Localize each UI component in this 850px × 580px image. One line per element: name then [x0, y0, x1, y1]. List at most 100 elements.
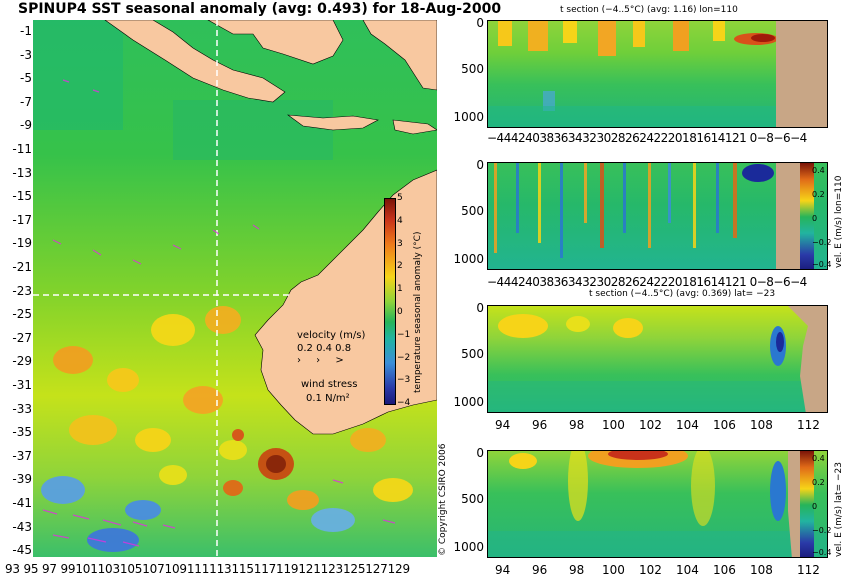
x-tick: 96 — [532, 563, 548, 577]
lat-tick: -27 — [12, 330, 32, 345]
panel3-title: t section (−4..5°C) (avg: 0.369) lat= −2… — [589, 289, 776, 299]
x-tick: 100 — [602, 418, 625, 432]
lat-tick: -31 — [12, 378, 32, 392]
y-tick: 500 — [461, 62, 484, 76]
panel3-x-axis: 94 96 98 100 102 104 106 108 110 112 — [487, 418, 828, 434]
colorbar-tick: 0.4 — [812, 454, 825, 463]
y-tick: 0 — [476, 446, 484, 460]
lat-tick: -23 — [12, 283, 32, 298]
y-tick: 500 — [461, 492, 484, 506]
lat-tick: -9 — [20, 118, 32, 133]
y-tick: 0 — [476, 16, 484, 30]
lat-tick: -15 — [12, 189, 32, 204]
lat-tick: -41 — [12, 496, 32, 510]
colorbar-tick: 4 — [397, 215, 403, 226]
lat-tick: -1 — [20, 24, 32, 38]
lat-tick: -13 — [12, 165, 32, 180]
colorbar-tick: −0.4 — [812, 548, 832, 557]
x-tick: 98 — [569, 418, 585, 432]
x-tick: 100 — [602, 563, 625, 577]
colorbar-tick: 0 — [812, 502, 818, 511]
panel2-y-axis: 0 500 1000 — [440, 158, 484, 270]
panel4-image — [488, 451, 827, 557]
lat-tick: -35 — [12, 425, 32, 440]
x-tick: 112 — [797, 563, 820, 577]
panel1-image — [488, 21, 827, 127]
y-tick: 1000 — [453, 395, 484, 409]
map-title: SPINUP4 SST seasonal anomaly (avg: 0.493… — [18, 1, 502, 17]
velocity-legend-title: velocity (m/s) — [297, 330, 366, 341]
x-tick: 102 — [639, 563, 662, 577]
velocity-legend: velocity (m/s) 0.2 0.4 0.8 › › > — [297, 330, 365, 366]
panel1-y-axis: 0 500 1000 — [440, 16, 484, 128]
colorbar-tick: 1 — [397, 284, 403, 295]
y-tick: 0 — [476, 301, 484, 315]
panel4-y-axis: 0 500 1000 — [440, 446, 484, 558]
x-tick: 108 — [750, 563, 773, 577]
lat-tick: -11 — [12, 142, 32, 156]
x-tick: 96 — [532, 418, 548, 432]
lat-tick: -5 — [20, 71, 32, 86]
x-tick: 104 — [676, 563, 699, 577]
lat-tick: -17 — [12, 212, 32, 227]
velocity-legend-values: 0.2 0.4 0.8 — [297, 343, 352, 354]
sst-map-image — [33, 20, 437, 557]
x-tick: 112 — [797, 418, 820, 432]
y-tick: 1000 — [453, 252, 484, 266]
panel2-section — [487, 162, 828, 270]
colorbar-tick: 0 — [397, 307, 403, 317]
x-tick: 104 — [676, 418, 699, 432]
panel4-colorbar-label: vel. E (m/s) lat= −23 — [834, 462, 844, 557]
panel3-image — [488, 306, 827, 412]
map-lon-axis: 93 95 97 9910110310510710911111311511711… — [5, 562, 410, 576]
panel2-image — [494, 163, 814, 269]
y-tick: 0 — [476, 158, 484, 172]
map-colorbar-ticks: 5 4 3 2 1 0 −1 −2 −3 −4 — [397, 193, 411, 409]
panel2-colorbar-label: vel. E (m/s) lon=110 — [834, 175, 844, 268]
x-tick: 102 — [639, 418, 662, 432]
colorbar-tick: −0.2 — [812, 238, 832, 247]
colorbar-tick: 0.2 — [812, 478, 825, 487]
sst-map — [33, 20, 437, 557]
colorbar-tick: −0.2 — [812, 526, 832, 535]
colorbar-tick: 2 — [397, 261, 403, 272]
velocity-legend-arrows: › › > — [297, 355, 350, 366]
lat-tick: -19 — [12, 236, 32, 251]
lat-tick: -21 — [12, 260, 32, 274]
x-tick: 108 — [750, 418, 773, 432]
y-tick: 1000 — [453, 540, 484, 554]
wind-legend-value: 0.1 N/m² — [306, 393, 350, 404]
map-colorbar — [384, 198, 396, 405]
colorbar-tick: 0 — [812, 214, 818, 223]
lat-tick: -3 — [20, 47, 32, 62]
colorbar-tick: −0.4 — [812, 260, 832, 269]
x-tick: 106 — [713, 563, 736, 577]
colorbar-tick: −2 — [397, 352, 411, 363]
y-tick: 500 — [461, 347, 484, 361]
colorbar-tick: 3 — [397, 238, 403, 249]
lat-tick: -45 — [12, 543, 32, 558]
lat-tick: -29 — [12, 354, 32, 369]
lat-tick: -25 — [12, 307, 32, 322]
map-colorbar-label: temperature seasonal anomaly (°C) — [413, 231, 423, 393]
panel1-x-axis: −44424038363432302826242220181614121 0−8… — [487, 131, 807, 145]
lat-tick: -37 — [12, 448, 32, 463]
colorbar-tick: −3 — [397, 375, 411, 386]
panel2-x-axis: −44424038363432302826242220181614121 0−8… — [487, 275, 807, 289]
wind-legend: wind stress 0.1 N/m² — [301, 379, 357, 404]
panel2-colorbar-ticks: 0.4 0.2 0 −0.2 −0.4 — [812, 166, 832, 270]
lat-tick: -7 — [20, 94, 32, 109]
x-tick: 106 — [713, 418, 736, 432]
x-tick: 98 — [569, 563, 585, 577]
x-tick: 94 — [495, 418, 511, 432]
panel4-section — [487, 450, 828, 558]
y-tick: 1000 — [453, 110, 484, 124]
panel3-y-axis: 0 500 1000 — [440, 301, 484, 413]
colorbar-tick: 5 — [397, 193, 403, 203]
colorbar-tick: −4 — [397, 398, 411, 409]
wind-legend-title: wind stress — [301, 379, 358, 390]
panel4-colorbar-ticks: 0.4 0.2 0 −0.2 −0.4 — [812, 454, 832, 558]
x-tick: 94 — [495, 563, 511, 577]
colorbar-tick: 0.4 — [812, 166, 825, 175]
lat-tick: -43 — [12, 519, 32, 534]
